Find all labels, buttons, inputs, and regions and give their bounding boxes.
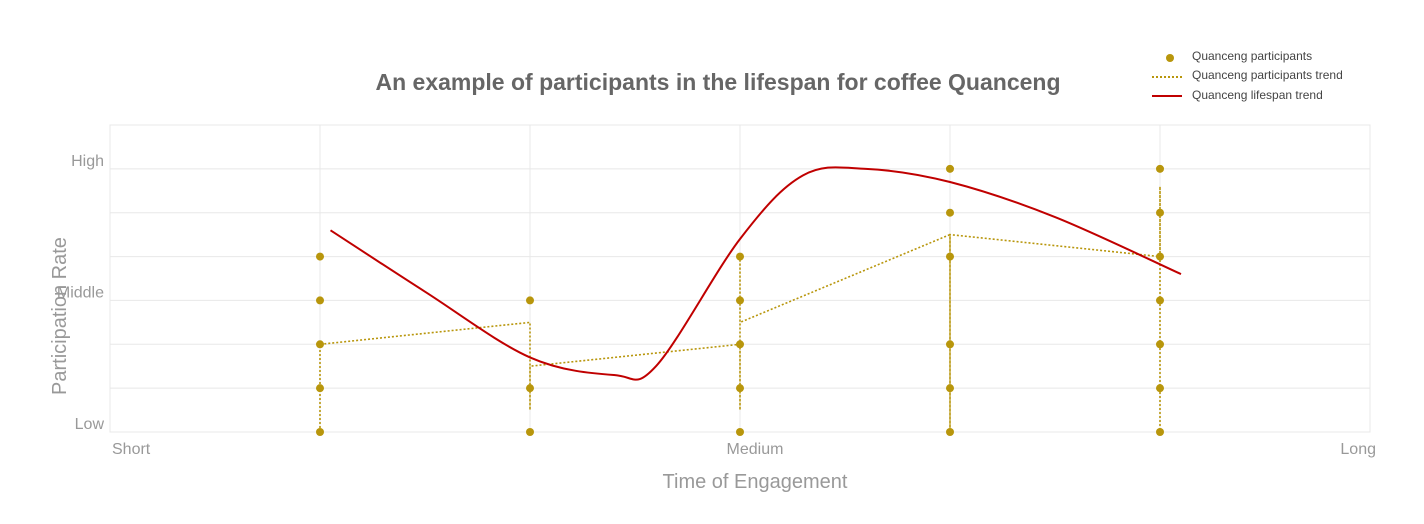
tick-labels: Short Medium Long Low Middle High — [57, 153, 1376, 458]
x-tick-label: Short — [112, 441, 151, 458]
participant-point — [736, 296, 744, 305]
participant-point — [1156, 208, 1164, 217]
participant-point — [946, 340, 954, 349]
x-axis-title: Time of Engagement — [663, 471, 848, 493]
participant-point — [316, 252, 324, 261]
participant-point — [736, 428, 744, 436]
participant-point — [316, 428, 324, 436]
x-tick-label: Long — [1340, 441, 1376, 458]
legend[interactable]: Quanceng participants Quanceng participa… — [1152, 49, 1343, 102]
participant-point — [526, 428, 534, 436]
legend-item-participants-trend[interactable]: Quanceng participants trend — [1152, 68, 1343, 82]
participant-point — [316, 296, 324, 305]
participant-point — [316, 384, 324, 393]
participant-point — [1156, 340, 1164, 349]
participant-point — [946, 208, 954, 217]
participant-point — [1156, 296, 1164, 305]
participant-point — [946, 164, 954, 173]
y-tick-label: Middle — [57, 285, 104, 302]
participant-point — [736, 252, 744, 261]
participant-point — [316, 340, 324, 349]
y-axis-title: Participation Rate — [49, 237, 71, 395]
participant-point — [1156, 252, 1164, 261]
participant-point — [736, 340, 744, 349]
lifespan-trend-line — [329, 166, 1182, 381]
participant-point — [1156, 384, 1164, 393]
participant-point — [946, 428, 954, 436]
legend-label-participants: Quanceng participants — [1192, 49, 1312, 63]
legend-label-lifespan-trend: Quanceng lifespan trend — [1192, 88, 1323, 102]
participant-point — [526, 384, 534, 393]
x-tick-label: Medium — [727, 441, 784, 458]
y-tick-label: High — [71, 153, 104, 170]
participant-point — [526, 296, 534, 305]
participant-point — [946, 384, 954, 393]
y-tick-label: Low — [75, 416, 105, 433]
legend-marker-participants — [1166, 54, 1174, 62]
legend-item-participants[interactable]: Quanceng participants — [1166, 49, 1312, 63]
participant-point — [1156, 164, 1164, 173]
series-layer — [316, 164, 1182, 436]
chart-title: An example of participants in the lifesp… — [375, 69, 1060, 95]
participant-point — [736, 384, 744, 393]
legend-label-participants-trend: Quanceng participants trend — [1192, 68, 1343, 82]
participant-point — [946, 252, 954, 261]
legend-item-lifespan-trend[interactable]: Quanceng lifespan trend — [1152, 88, 1323, 102]
participant-point — [1156, 428, 1164, 436]
